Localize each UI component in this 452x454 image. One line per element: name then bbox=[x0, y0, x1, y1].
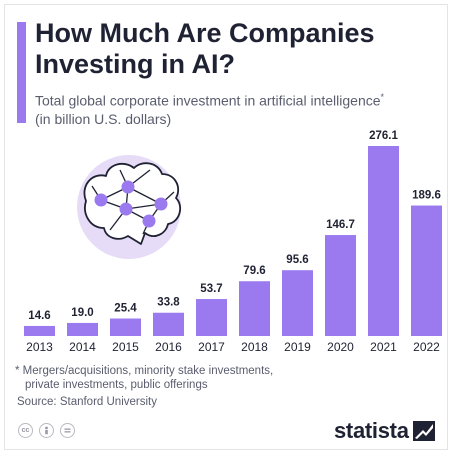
category-label-2021: 2021 bbox=[370, 340, 397, 354]
bar-2022 bbox=[411, 205, 442, 336]
category-label-2018: 2018 bbox=[241, 340, 268, 354]
value-label-2019: 95.6 bbox=[286, 254, 308, 266]
bar-2019 bbox=[282, 270, 313, 336]
value-labels: 14.6 19.0 25.4 33.8 53.7 79.6 95.6 146.7 276.1 18… bbox=[28, 130, 441, 322]
category-label-2022: 2022 bbox=[413, 340, 440, 354]
category-label-2014: 2014 bbox=[69, 340, 96, 354]
statista-mark-icon bbox=[412, 421, 435, 441]
value-label-2013: 14.6 bbox=[28, 310, 50, 322]
value-label-2020: 146.7 bbox=[326, 219, 355, 231]
page-title: How Much Are Companies Investing in AI? bbox=[35, 18, 375, 79]
bar-2015 bbox=[110, 318, 141, 336]
statista-logo[interactable]: statista bbox=[334, 418, 435, 444]
footnote-line-1: * Mergers/acquisitions, minority stake i… bbox=[15, 365, 274, 377]
bar-2017 bbox=[196, 299, 227, 336]
attribution-icon[interactable] bbox=[39, 423, 54, 438]
bar-2020 bbox=[325, 235, 356, 336]
source-note: Source: Stanford University bbox=[17, 396, 157, 408]
title-accent-bar bbox=[17, 22, 26, 123]
brand-name: statista bbox=[334, 418, 409, 443]
category-label-2013: 2013 bbox=[26, 340, 53, 354]
value-label-2016: 33.8 bbox=[157, 297, 180, 309]
no-derivatives-icon[interactable] bbox=[60, 423, 75, 438]
bar-2013 bbox=[24, 325, 55, 336]
category-label-2020: 2020 bbox=[327, 340, 354, 354]
bar-2018 bbox=[239, 281, 270, 336]
subtitle-footnote-marker: * bbox=[380, 92, 385, 102]
value-label-2015: 25.4 bbox=[114, 303, 137, 315]
cc-icon[interactable]: cc bbox=[18, 423, 33, 438]
bar-series bbox=[24, 146, 442, 336]
subtitle-text: Total global corporate investment in art… bbox=[35, 92, 381, 109]
value-label-2017: 53.7 bbox=[200, 283, 222, 295]
bar-2016 bbox=[153, 312, 184, 336]
brain-outline bbox=[83, 162, 182, 245]
value-label-2022: 189.6 bbox=[412, 190, 441, 202]
category-label-2019: 2019 bbox=[284, 340, 311, 354]
bar-2014 bbox=[67, 322, 98, 336]
value-label-2018: 79.6 bbox=[243, 265, 265, 277]
bar-2021 bbox=[368, 146, 399, 336]
chart-subtitle: Total global corporate investment in art… bbox=[35, 88, 445, 128]
category-labels: 2013 2014 2015 2016 2017 2018 2019 2020 2021 2022 bbox=[26, 340, 440, 354]
brain-network-nodes bbox=[94, 180, 168, 228]
value-label-2014: 19.0 bbox=[71, 307, 93, 319]
category-label-2016: 2016 bbox=[155, 340, 182, 354]
footnote: * Mergers/acquisitions, minority stake i… bbox=[15, 364, 435, 392]
category-label-2015: 2015 bbox=[112, 340, 139, 354]
license-icons: cc bbox=[18, 423, 75, 438]
value-label-2021: 276.1 bbox=[369, 130, 398, 142]
ai-brain-network-icon bbox=[77, 155, 182, 259]
footnote-line-2: private investments, public offerings bbox=[25, 379, 208, 391]
subtitle-unit: (in billion U.S. dollars) bbox=[35, 110, 172, 127]
category-label-2017: 2017 bbox=[198, 340, 225, 354]
